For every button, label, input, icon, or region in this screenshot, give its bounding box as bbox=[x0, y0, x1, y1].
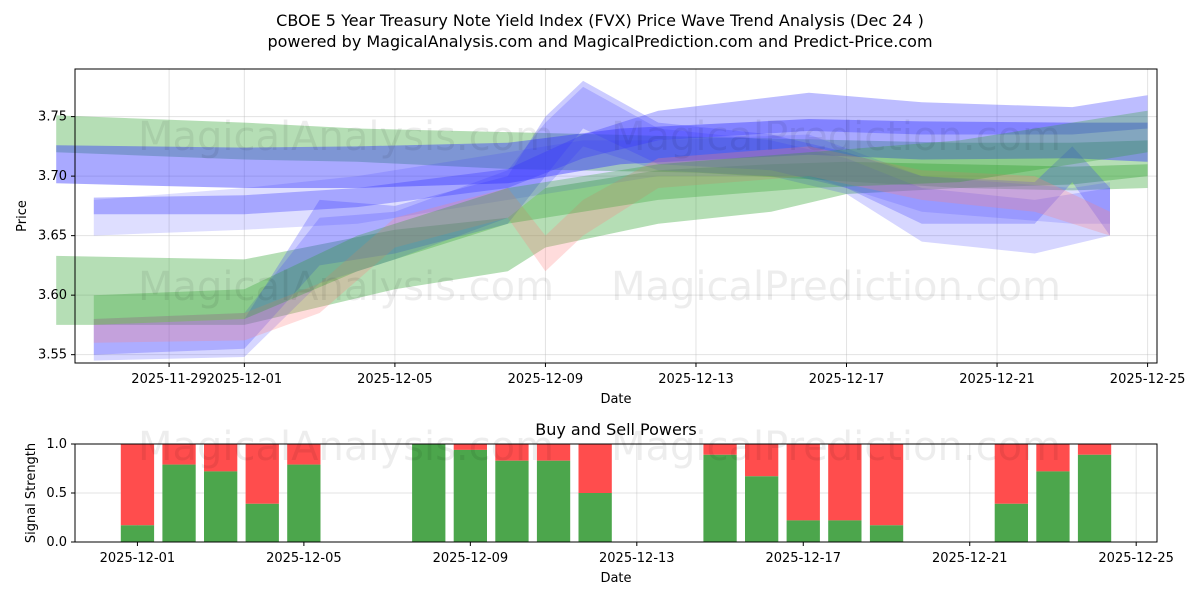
red-wave-band bbox=[93, 146, 1111, 343]
signal-x-axis-label: Date bbox=[600, 571, 631, 586]
buy-power-bar bbox=[828, 520, 862, 542]
price-y-tick-label: 3.75 bbox=[38, 110, 67, 125]
price-axes-frame bbox=[74, 68, 1158, 364]
buy-power-bar bbox=[786, 520, 820, 542]
signal-x-tick-label: 2025-12-21 bbox=[932, 551, 1008, 566]
sell-power-bar bbox=[994, 444, 1028, 504]
watermark-text: MagicalPrediction.com bbox=[611, 424, 1061, 470]
sell-power-bar bbox=[204, 444, 238, 472]
watermark-text: MagicalAnalysis.com bbox=[138, 264, 554, 310]
signal-chart-title: Buy and Sell Powers bbox=[535, 420, 697, 439]
price-y-axis: 3.55 3.60 3.65 3.70 3.75 bbox=[38, 110, 75, 363]
sell-power-bar bbox=[703, 444, 737, 455]
signal-x-tick-label: 2025-12-17 bbox=[765, 551, 841, 566]
signal-x-tick-label: 2025-12-05 bbox=[266, 551, 342, 566]
price-y-tick-label: 3.55 bbox=[38, 348, 67, 363]
price-x-tick-label: 2025-12-13 bbox=[658, 372, 734, 387]
price-x-tick-label: 2025-11-29 bbox=[131, 372, 207, 387]
buy-power-bar bbox=[994, 503, 1028, 542]
price-wave-bands bbox=[56, 80, 1148, 361]
signal-x-tick-label: 2025-12-13 bbox=[599, 551, 675, 566]
price-grid bbox=[75, 69, 1157, 363]
price-x-tick-label: 2025-12-05 bbox=[357, 372, 433, 387]
buy-power-bar bbox=[1036, 471, 1070, 542]
watermark-text: MagicalPrediction.com bbox=[611, 114, 1061, 160]
sell-power-bar bbox=[536, 444, 571, 461]
signal-x-tick-label: 2025-12-09 bbox=[433, 551, 509, 566]
buy-power-bar bbox=[578, 493, 612, 542]
signal-x-tick-label: 2025-12-01 bbox=[100, 551, 176, 566]
buy-power-bar bbox=[703, 454, 737, 542]
blue-wave-band bbox=[93, 80, 1111, 355]
sell-power-bar bbox=[1036, 444, 1070, 472]
sell-power-bar bbox=[245, 444, 279, 504]
sell-power-bar bbox=[120, 444, 155, 526]
price-y-tick-label: 3.60 bbox=[38, 288, 67, 303]
chart-title-line1: CBOE 5 Year Treasury Note Yield Index (F… bbox=[276, 11, 924, 30]
buy-power-bar bbox=[287, 464, 321, 542]
sell-power-bar bbox=[162, 444, 196, 465]
buy-power-bar bbox=[495, 460, 529, 542]
signal-x-tick-label: 2025-12-25 bbox=[1098, 551, 1174, 566]
signal-watermarks: MagicalAnalysis.com MagicalPrediction.co… bbox=[138, 424, 1061, 470]
buy-power-bar bbox=[245, 503, 279, 542]
watermark-text: MagicalAnalysis.com bbox=[138, 424, 554, 470]
price-y-tick-label: 3.65 bbox=[38, 229, 67, 244]
buy-power-bar bbox=[453, 449, 487, 542]
watermark-text: MagicalAnalysis.com bbox=[138, 114, 554, 160]
signal-y-axis: 0.0 0.5 1.0 bbox=[46, 437, 75, 550]
signal-y-tick-label: 0.5 bbox=[46, 486, 67, 501]
blue-wave-band bbox=[93, 92, 1148, 215]
signal-x-axis: 2025-12-01 2025-12-05 2025-12-09 2025-12-13… bbox=[100, 542, 1174, 566]
signal-y-tick-label: 0.0 bbox=[46, 535, 67, 550]
sell-power-bar bbox=[287, 444, 321, 465]
sell-power-bar bbox=[1077, 444, 1112, 455]
price-x-axis: 2025-11-29 2025-12-01 2025-12-05 2025-12-09… bbox=[131, 363, 1185, 387]
price-x-tick-label: 2025-12-25 bbox=[1110, 372, 1186, 387]
buy-power-bar bbox=[869, 525, 904, 542]
price-y-tick-label: 3.70 bbox=[38, 169, 67, 184]
chart-title-line2: powered by MagicalAnalysis.com and Magic… bbox=[267, 32, 932, 51]
price-x-tick-label: 2025-12-09 bbox=[508, 372, 584, 387]
sell-power-bar bbox=[495, 444, 529, 461]
price-x-tick-label: 2025-12-21 bbox=[959, 372, 1035, 387]
watermark-text: MagicalPrediction.com bbox=[611, 264, 1061, 310]
buy-power-bar bbox=[162, 464, 196, 542]
buy-power-bar bbox=[412, 444, 446, 542]
green-wave-band bbox=[56, 115, 1148, 191]
buy-power-bar bbox=[536, 460, 571, 542]
buy-power-bar bbox=[204, 471, 238, 542]
blue-wave-band bbox=[93, 134, 1111, 236]
buy-power-bar bbox=[1077, 454, 1112, 542]
sell-power-bar bbox=[786, 444, 820, 521]
price-watermarks: MagicalAnalysis.com MagicalPrediction.co… bbox=[138, 114, 1061, 310]
sell-power-bar bbox=[453, 444, 487, 450]
sell-power-bar bbox=[745, 444, 779, 477]
signal-y-axis-label: Signal Strength bbox=[24, 443, 39, 543]
signal-y-tick-label: 1.0 bbox=[46, 437, 67, 452]
buy-power-bar bbox=[120, 525, 155, 542]
green-wave-band bbox=[56, 161, 1148, 325]
price-x-tick-label: 2025-12-17 bbox=[809, 372, 885, 387]
blue-wave-band bbox=[93, 86, 1111, 361]
green-wave-band bbox=[93, 110, 1148, 325]
buy-power-bar bbox=[745, 476, 779, 542]
price-y-axis-label: Price bbox=[15, 200, 30, 232]
price-x-axis-label: Date bbox=[600, 392, 631, 407]
signal-bars bbox=[120, 444, 1112, 542]
sell-power-bar bbox=[869, 444, 904, 526]
sell-power-bar bbox=[578, 444, 612, 493]
price-x-tick-label: 2025-12-01 bbox=[207, 372, 283, 387]
sell-power-bar bbox=[828, 444, 862, 521]
blue-wave-band bbox=[56, 119, 1148, 188]
